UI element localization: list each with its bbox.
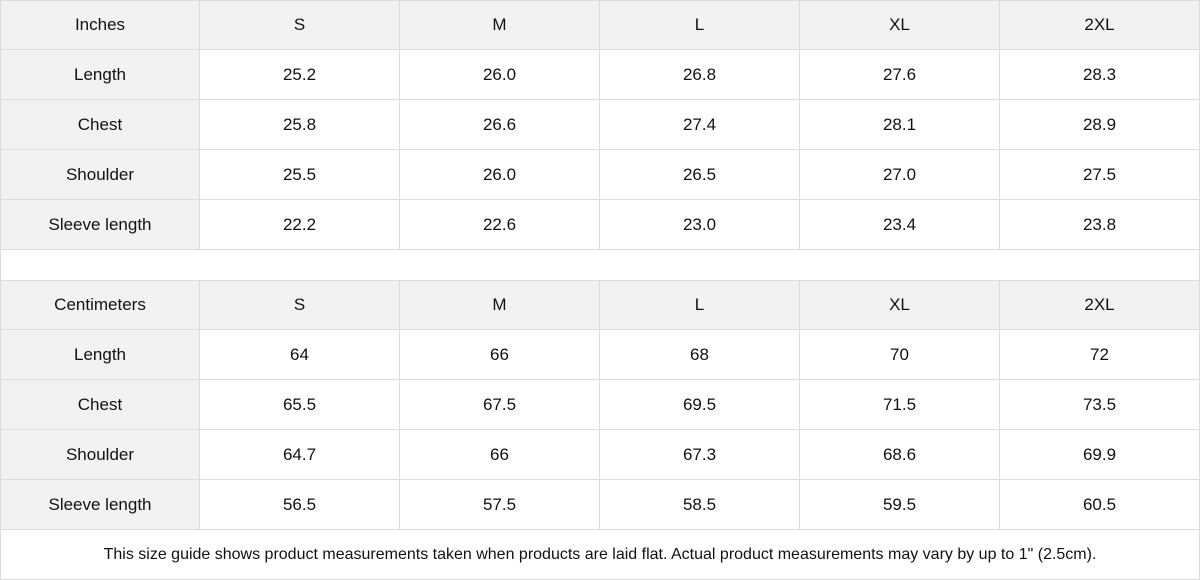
measurement-cell: 73.5	[1000, 380, 1200, 430]
measurement-cell: 26.6	[400, 100, 600, 150]
measurement-cell: 28.1	[800, 100, 1000, 150]
size-header-s: S	[200, 0, 400, 50]
row-label: Chest	[0, 380, 200, 430]
size-header-s: S	[200, 280, 400, 330]
inches-size-table: Inches S M L XL 2XL Length 25.2 26.0 26.8 27.6 28.3…	[0, 0, 1200, 250]
row-label: Shoulder	[0, 430, 200, 480]
size-header-2xl: 2XL	[1000, 0, 1200, 50]
measurement-cell: 58.5	[600, 480, 800, 530]
table-spacer	[0, 250, 1200, 280]
measurement-cell: 26.5	[600, 150, 800, 200]
measurement-cell: 69.5	[600, 380, 800, 430]
size-header-m: M	[400, 280, 600, 330]
measurement-cell: 72	[1000, 330, 1200, 380]
size-header-l: L	[600, 0, 800, 50]
measurement-cell: 64	[200, 330, 400, 380]
measurement-cell: 25.2	[200, 50, 400, 100]
size-header-2xl: 2XL	[1000, 280, 1200, 330]
size-header-xl: XL	[800, 0, 1000, 50]
measurement-cell: 57.5	[400, 480, 600, 530]
measurement-cell: 68.6	[800, 430, 1000, 480]
size-guide-note: This size guide shows product measuremen…	[0, 530, 1200, 580]
measurement-cell: 27.5	[1000, 150, 1200, 200]
measurement-cell: 27.0	[800, 150, 1000, 200]
size-header-m: M	[400, 0, 600, 50]
row-label: Length	[0, 50, 200, 100]
unit-header: Centimeters	[0, 280, 200, 330]
measurement-cell: 28.9	[1000, 100, 1200, 150]
size-header-xl: XL	[800, 280, 1000, 330]
row-label: Chest	[0, 100, 200, 150]
measurement-cell: 71.5	[800, 380, 1000, 430]
measurement-cell: 26.8	[600, 50, 800, 100]
measurement-cell: 70	[800, 330, 1000, 380]
measurement-cell: 22.6	[400, 200, 600, 250]
size-header-l: L	[600, 280, 800, 330]
measurement-cell: 56.5	[200, 480, 400, 530]
measurement-cell: 60.5	[1000, 480, 1200, 530]
measurement-cell: 25.8	[200, 100, 400, 150]
measurement-cell: 25.5	[200, 150, 400, 200]
measurement-cell: 23.8	[1000, 200, 1200, 250]
measurement-cell: 27.6	[800, 50, 1000, 100]
measurement-cell: 66	[400, 330, 600, 380]
measurement-cell: 27.4	[600, 100, 800, 150]
measurement-cell: 67.5	[400, 380, 600, 430]
measurement-cell: 66	[400, 430, 600, 480]
row-label: Sleeve length	[0, 480, 200, 530]
centimeters-size-table: Centimeters S M L XL 2XL Length 64 66 68 70 72 Chest…	[0, 280, 1200, 530]
measurement-cell: 64.7	[200, 430, 400, 480]
measurement-cell: 28.3	[1000, 50, 1200, 100]
measurement-cell: 65.5	[200, 380, 400, 430]
measurement-cell: 23.0	[600, 200, 800, 250]
measurement-cell: 67.3	[600, 430, 800, 480]
measurement-cell: 22.2	[200, 200, 400, 250]
measurement-cell: 69.9	[1000, 430, 1200, 480]
measurement-cell: 68	[600, 330, 800, 380]
measurement-cell: 26.0	[400, 150, 600, 200]
measurement-cell: 23.4	[800, 200, 1000, 250]
unit-header: Inches	[0, 0, 200, 50]
row-label: Sleeve length	[0, 200, 200, 250]
measurement-cell: 26.0	[400, 50, 600, 100]
row-label: Shoulder	[0, 150, 200, 200]
row-label: Length	[0, 330, 200, 380]
measurement-cell: 59.5	[800, 480, 1000, 530]
